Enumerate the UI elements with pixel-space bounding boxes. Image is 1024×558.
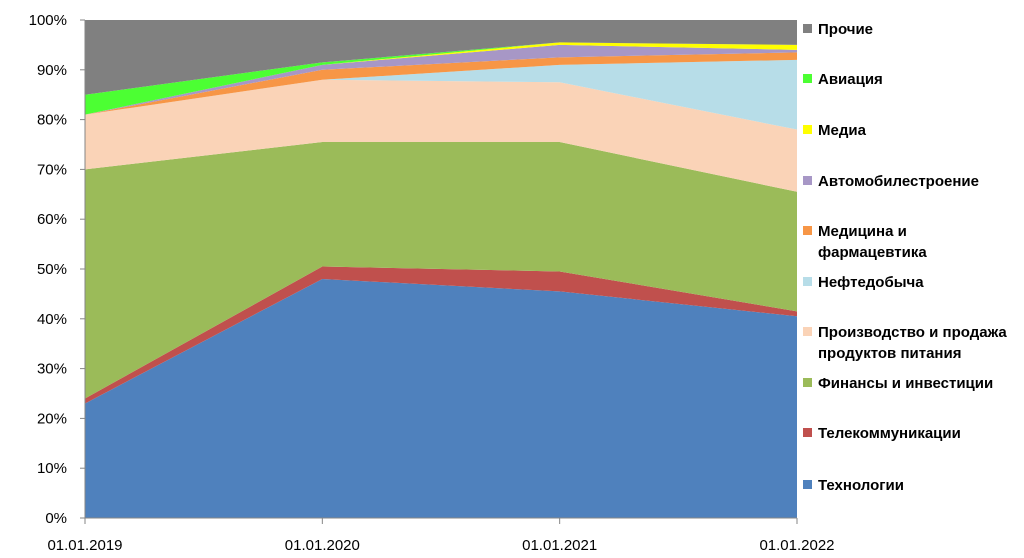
area-series-1 bbox=[85, 266, 797, 404]
legend-label: Медиа bbox=[818, 122, 867, 139]
area-series-0 bbox=[85, 278, 797, 518]
legend-label: Телекоммуникации bbox=[818, 425, 961, 442]
legend-item: Медицина и фармацевтика bbox=[803, 223, 927, 261]
y-tick-label: 100% bbox=[29, 12, 67, 29]
legend-item: Нефтедобыча bbox=[803, 274, 924, 291]
chart-areas bbox=[85, 20, 797, 518]
legend-label: Автомобилестроение bbox=[818, 173, 979, 190]
legend-item: Автомобилестроение bbox=[803, 173, 979, 190]
legend-swatch bbox=[803, 428, 812, 437]
legend-swatch bbox=[803, 378, 812, 387]
legend-label: фармацевтика bbox=[818, 244, 927, 261]
legend-item: Производство и продажа продуктов питания bbox=[803, 324, 1007, 362]
y-tick-label: 70% bbox=[37, 161, 67, 178]
legend-label: Нефтедобыча bbox=[818, 274, 924, 291]
area-series-8 bbox=[85, 42, 797, 115]
legend-swatch bbox=[803, 74, 812, 83]
x-tick-label: 01.01.2019 bbox=[47, 537, 122, 554]
legend-label: продуктов питания bbox=[818, 345, 961, 362]
legend-label: Прочие bbox=[818, 21, 873, 38]
y-tick-label: 20% bbox=[37, 410, 67, 427]
legend-swatch bbox=[803, 176, 812, 185]
legend-swatch bbox=[803, 327, 812, 336]
legend-item: Медиа bbox=[803, 122, 867, 139]
y-tick-label: 40% bbox=[37, 311, 67, 328]
legend-label: Авиация bbox=[818, 71, 883, 88]
legend-swatch bbox=[803, 125, 812, 134]
y-tick-label: 10% bbox=[37, 460, 67, 477]
area-series-9 bbox=[85, 20, 797, 95]
legend-swatch bbox=[803, 480, 812, 489]
legend-swatch bbox=[803, 226, 812, 235]
y-tick-label: 30% bbox=[37, 361, 67, 378]
legend-item: Технологии bbox=[803, 477, 904, 494]
chart-axes: 0% 10% 20% 30% 40% 50% 60% 70% 80% 90% 100% 01.01.2… bbox=[29, 12, 835, 554]
legend-item: Прочие bbox=[803, 21, 873, 38]
legend-item: Авиация bbox=[803, 71, 883, 88]
area-series-4 bbox=[85, 59, 797, 130]
area-series-5 bbox=[85, 52, 797, 115]
y-tick-label: 60% bbox=[37, 211, 67, 228]
legend-label: Производство и продажа bbox=[818, 324, 1007, 341]
legend-item: Финансы и инвестиции bbox=[803, 375, 993, 392]
x-tick-label: 01.01.2021 bbox=[522, 537, 597, 554]
y-tick-label: 50% bbox=[37, 261, 67, 278]
area-series-3 bbox=[85, 79, 797, 192]
legend: Прочие Авиация Медиа Автомобилестроение Меди… bbox=[803, 21, 1007, 494]
legend-swatch bbox=[803, 24, 812, 33]
y-tick-label: 0% bbox=[45, 510, 67, 527]
x-tick-label: 01.01.2022 bbox=[759, 537, 834, 554]
y-tick-label: 90% bbox=[37, 62, 67, 79]
legend-swatch bbox=[803, 277, 812, 286]
legend-label: Финансы и инвестиции bbox=[818, 375, 993, 392]
area-series-2 bbox=[85, 142, 797, 399]
legend-item: Телекоммуникации bbox=[803, 425, 961, 442]
area-series-6 bbox=[85, 44, 797, 115]
x-tick-label: 01.01.2020 bbox=[285, 537, 360, 554]
legend-label: Медицина и bbox=[818, 223, 907, 240]
y-tick-label: 80% bbox=[37, 112, 67, 129]
legend-label: Технологии bbox=[818, 477, 904, 494]
